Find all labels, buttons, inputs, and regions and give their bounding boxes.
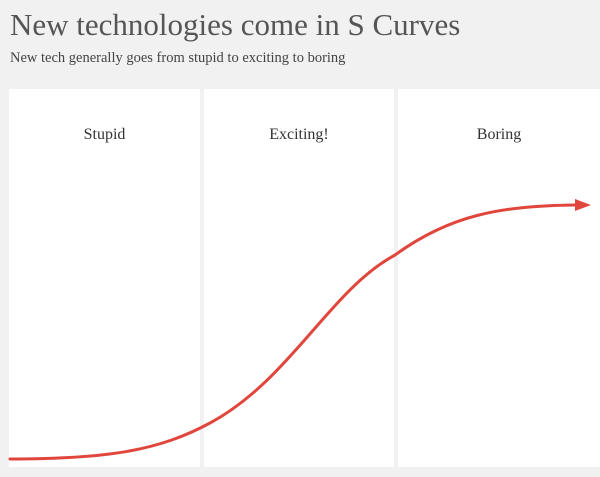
s-curve-line [8, 203, 577, 461]
page-title: New technologies come in S Curves [10, 7, 461, 42]
page-subtitle: New tech generally goes from stupid to e… [10, 50, 346, 66]
phase-panel-stupid: Stupid [9, 89, 200, 467]
phase-label-boring: Boring [476, 126, 522, 143]
phase-label-stupid: Stupid [83, 126, 126, 143]
arrow-head-icon [575, 199, 591, 211]
phase-label-exciting: Exciting! [269, 126, 329, 143]
phase-panel-boring: Boring [398, 89, 600, 467]
phase-panels: Stupid Exciting! Boring [0, 89, 600, 477]
